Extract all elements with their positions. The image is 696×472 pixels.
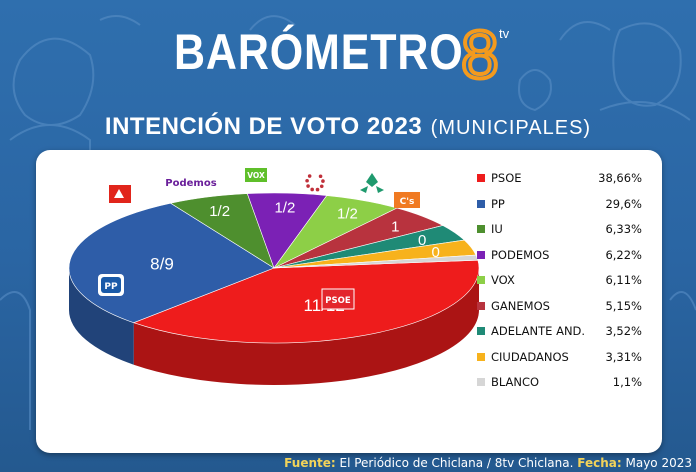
legend-label: PP <box>491 196 505 211</box>
source-footer: Fuente: El Periódico de Chiclana / 8tv C… <box>0 455 692 471</box>
logo-tv: tv <box>499 26 510 41</box>
subtitle-paren: (MUNICIPALES) <box>430 117 592 139</box>
cs-logo: C's <box>394 192 420 208</box>
legend-label: VOX <box>491 273 515 287</box>
legend-item: GANEMOS 5,15% <box>474 296 650 322</box>
chart-legend: PSOE 38,66% PP 29,6% IU 6,33% PODEMOS 6,22% VOX 6… <box>474 168 650 398</box>
legend-swatch <box>477 276 485 284</box>
podemos-logo: Podemos <box>165 178 216 189</box>
party-logos: PSOE PP Podemos VOX C's <box>98 168 420 310</box>
legend-item: BLANCO 1,1% <box>474 372 650 398</box>
logo-8: 8 <box>461 17 499 86</box>
legend-label: GANEMOS <box>491 298 550 313</box>
source-value: El Periódico de Chiclana / 8tv Chiclana. <box>339 456 574 470</box>
pie-sides <box>69 268 479 386</box>
subtitle-main: INTENCIÓN DE VOTO 2023 <box>104 113 423 140</box>
psoe-logo-text: PSOE <box>325 296 351 306</box>
legend-value: 6,33% <box>605 222 642 236</box>
legend-value: 5,15% <box>605 298 642 313</box>
seat-label: 1 <box>391 218 399 235</box>
legend-item: VOX 6,11% <box>474 270 650 296</box>
cs-logo-text: C's <box>400 197 415 207</box>
pie-slice-side <box>69 268 134 365</box>
seat-label: 8/9 <box>150 254 174 273</box>
legend-label: BLANCO <box>491 375 540 389</box>
page-title: BARÓMETRO <box>174 24 464 80</box>
psoe-logo: PSOE <box>321 288 355 310</box>
legend-value: 29,6% <box>605 196 642 211</box>
date-value: Mayo 2023 <box>625 456 692 470</box>
pp-logo-text: PP <box>104 282 118 292</box>
pie-slice <box>132 259 480 344</box>
legend-value: 3,31% <box>605 349 642 364</box>
legend-value: 38,66% <box>598 171 642 185</box>
legend-item: PP 29,6% <box>474 194 650 220</box>
legend-label: IU <box>491 222 503 236</box>
vox-logo-text: VOX <box>247 171 265 180</box>
legend-swatch <box>477 378 485 386</box>
legend-label: PSOE <box>491 171 522 185</box>
legend-label: ADELANTE AND. <box>491 324 586 338</box>
legend-swatch <box>477 199 485 208</box>
seat-label: 1/2 <box>274 200 295 217</box>
8tv-logo: 8 tv <box>459 16 510 86</box>
date-label: Fecha: <box>577 456 622 470</box>
legend-value: 6,22% <box>605 247 642 262</box>
pie-slice-side <box>133 268 479 386</box>
pp-logo: PP <box>98 274 124 296</box>
legend-swatch <box>477 250 485 259</box>
source-label: Fuente: <box>284 456 336 470</box>
legend-value: 3,52% <box>605 324 642 338</box>
seat-label: 1/2 <box>337 206 358 223</box>
iu-logo <box>109 185 131 203</box>
legend-swatch <box>477 327 485 335</box>
legend-value: 6,11% <box>605 273 642 287</box>
seat-label: 0 <box>418 232 426 249</box>
legend-label: PODEMOS <box>491 247 550 262</box>
legend-value: 1,1% <box>612 375 642 389</box>
adelante-logo <box>360 173 384 193</box>
legend-item: IU 6,33% <box>474 219 650 245</box>
header: BARÓMETRO 8 tv <box>0 14 696 86</box>
ganemos-logo <box>305 174 325 192</box>
legend-swatch <box>477 174 485 182</box>
legend-swatch <box>477 352 485 361</box>
legend-swatch <box>477 301 485 310</box>
legend-item: ADELANTE AND. 3,52% <box>474 321 650 347</box>
legend-item: PODEMOS 6,22% <box>474 245 650 271</box>
seat-label: 0 <box>431 244 439 261</box>
legend-label: CIUDADANOS <box>491 349 569 364</box>
legend-item: PSOE 38,66% <box>474 168 650 194</box>
chart-subtitle: INTENCIÓN DE VOTO 2023 (MUNICIPALES) <box>0 112 696 145</box>
vox-logo: VOX <box>245 168 267 182</box>
seat-label: 1/2 <box>209 203 230 220</box>
legend-item: CIUDADANOS 3,31% <box>474 347 650 373</box>
legend-swatch <box>477 225 485 233</box>
